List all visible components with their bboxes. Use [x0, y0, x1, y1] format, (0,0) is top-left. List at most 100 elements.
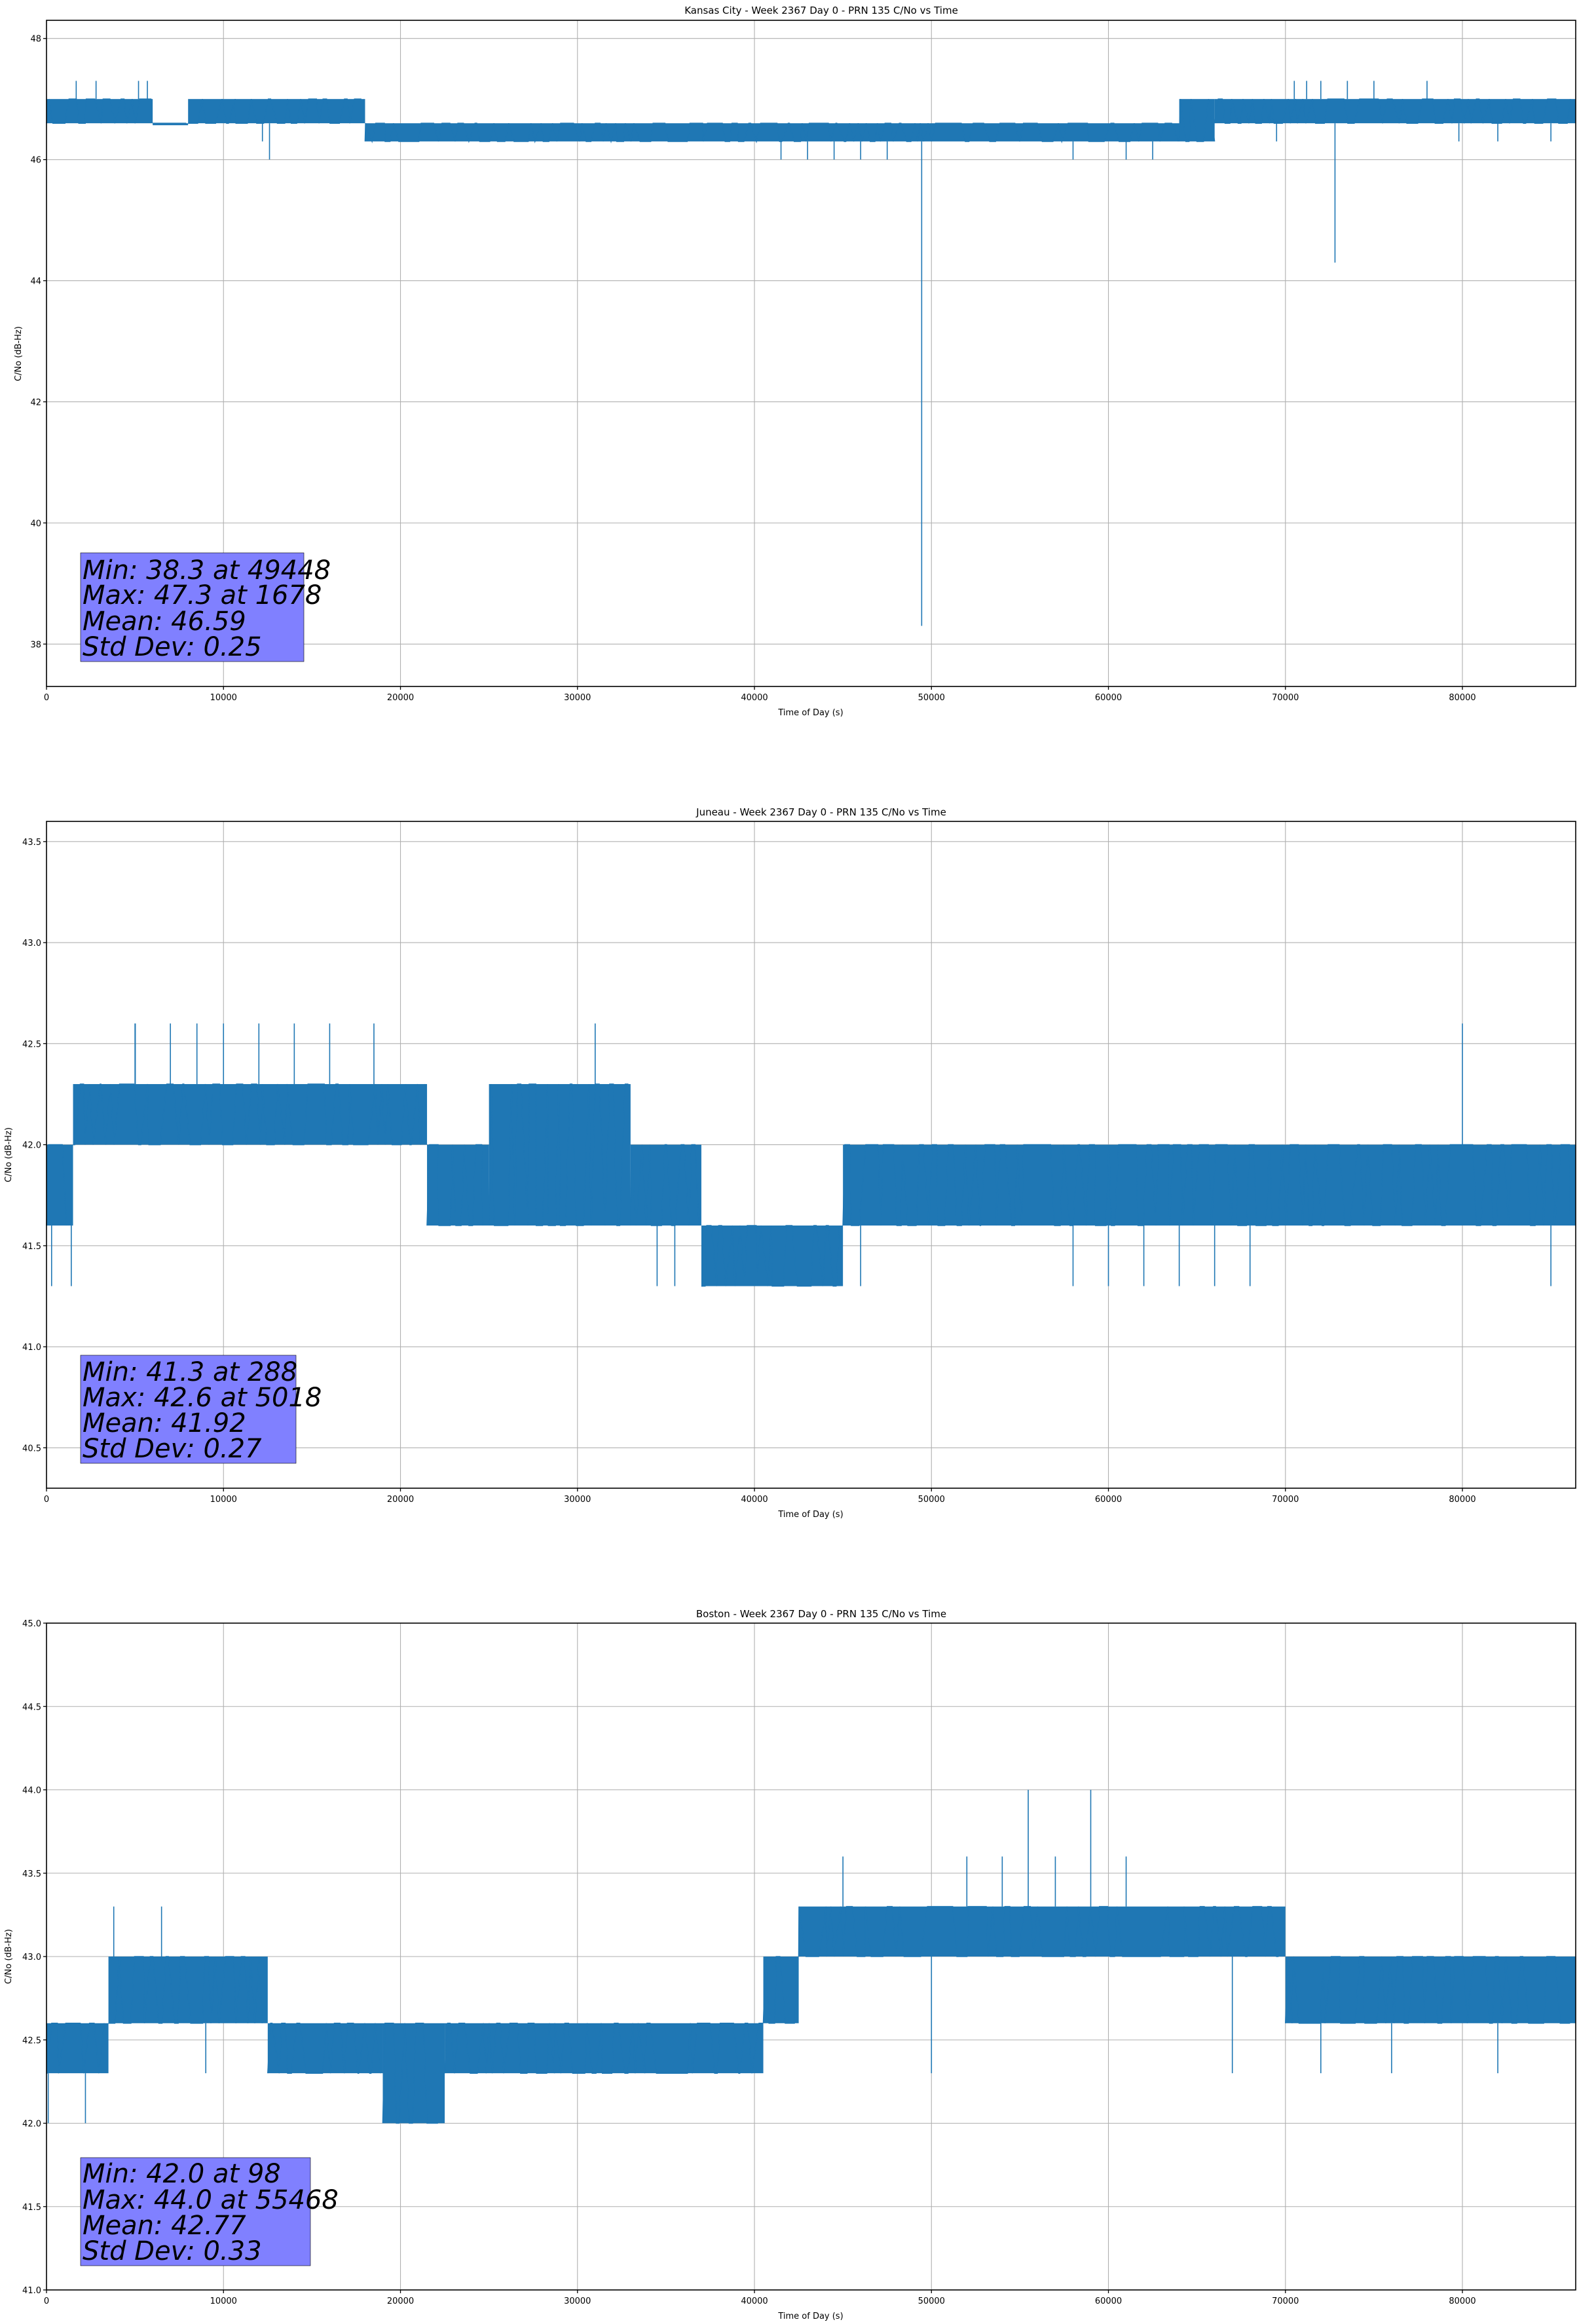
stat-min: Min: 38.3 at 49448	[83, 555, 331, 586]
stat-mean: Mean: 42.77	[83, 2211, 246, 2241]
x-tick-label: 70000	[1272, 693, 1299, 703]
y-axis-label: C/No (dB-Hz)	[14, 326, 24, 381]
data-line-segment	[382, 2023, 438, 2124]
stats-box	[80, 1355, 297, 1464]
x-tick-label: 0	[44, 1495, 49, 1505]
data-line-segment	[426, 1144, 484, 1226]
data-band	[1285, 1957, 1576, 2023]
stat-max: Max: 42.6 at 5018	[83, 1383, 322, 1413]
y-tick-label: 41.5	[22, 1242, 41, 1252]
data-line-segment	[46, 1144, 67, 1226]
data-line-segment	[73, 1083, 426, 1146]
y-tick-label: 44.5	[22, 1702, 41, 1712]
data-line-segment	[108, 1956, 263, 2024]
y-tick-label: 44	[30, 277, 41, 287]
x-tick-label: 0	[44, 2296, 49, 2306]
x-axis-label: Time of Day (s)	[777, 708, 843, 718]
data-band	[427, 1144, 489, 1226]
data-line-segment	[488, 1083, 629, 1226]
chart-title: Juneau - Week 2367 Day 0 - PRN 135 C/No …	[696, 806, 946, 818]
plot-frame	[46, 821, 1576, 1489]
y-tick-label: 42.0	[22, 1141, 41, 1151]
stat-std-dev: Std Dev: 0.25	[83, 632, 262, 662]
x-tick-label: 50000	[918, 693, 945, 703]
data-line-segment	[798, 1905, 1279, 1957]
y-tick-label: 40.5	[22, 1444, 41, 1453]
x-tick-label: 60000	[1095, 693, 1122, 703]
y-tick-label: 46	[30, 156, 41, 166]
y-tick-label: 48	[30, 35, 41, 45]
plot-frame	[46, 20, 1576, 687]
x-tick-label: 80000	[1449, 1495, 1475, 1505]
data-line-segment	[46, 98, 152, 124]
x-tick-label: 80000	[1449, 693, 1475, 703]
x-tick-label: 50000	[918, 1495, 945, 1505]
y-tick-label: 43.0	[22, 1953, 41, 1962]
y-tick-label: 43.0	[22, 939, 41, 948]
x-tick-label: 70000	[1272, 1495, 1299, 1505]
y-tick-label: 42.0	[22, 2120, 41, 2129]
chart-boston: Boston - Week 2367 Day 0 - PRN 135 C/No …	[4, 1608, 1576, 2321]
x-tick-label: 70000	[1272, 2296, 1299, 2306]
y-tick-label: 38	[30, 640, 41, 650]
data-line-segment	[444, 2023, 763, 2074]
y-tick-label: 45.0	[22, 1619, 41, 1629]
stats-box	[80, 552, 305, 662]
x-tick-label: 20000	[387, 1495, 414, 1505]
stat-std-dev: Std Dev: 0.33	[83, 2236, 262, 2266]
data-line-segment	[762, 1956, 796, 2024]
x-axis-label: Time of Day (s)	[777, 1510, 843, 1520]
data-band	[1214, 99, 1576, 124]
data-band	[153, 123, 189, 126]
data-line-segment	[1284, 1956, 1570, 2024]
stat-min: Min: 42.0 at 98	[83, 2159, 281, 2189]
data-band	[108, 1957, 268, 2023]
x-tick-label: 60000	[1095, 1495, 1122, 1505]
chart-kansas-city: Kansas City - Week 2367 Day 0 - PRN 135 …	[14, 5, 1576, 718]
stat-max: Max: 47.3 at 1678	[83, 580, 322, 610]
x-tick-label: 60000	[1095, 2296, 1122, 2306]
stat-max: Max: 44.0 at 55468	[83, 2185, 339, 2215]
x-tick-label: 10000	[210, 1495, 237, 1505]
x-tick-label: 40000	[741, 2296, 768, 2306]
data-line-segment	[267, 2023, 381, 2074]
x-tick-label: 10000	[210, 2296, 237, 2306]
y-tick-label: 42.5	[22, 1040, 41, 1049]
y-tick-label: 40	[30, 519, 41, 529]
stats-box	[80, 2157, 311, 2266]
x-tick-label: 80000	[1449, 2296, 1475, 2306]
y-tick-label: 41.0	[22, 2286, 41, 2296]
data-line-segment	[701, 1225, 840, 1287]
x-tick-label: 30000	[564, 1495, 591, 1505]
data-line-segment	[188, 98, 362, 124]
y-tick-label: 41.5	[22, 2203, 41, 2213]
data-band	[73, 1084, 428, 1145]
y-axis-label: C/No (dB-Hz)	[4, 1127, 14, 1182]
chart-juneau: Juneau - Week 2367 Day 0 - PRN 135 C/No …	[4, 806, 1576, 1520]
stat-mean: Mean: 41.92	[83, 1408, 246, 1438]
x-tick-label: 10000	[210, 693, 237, 703]
stat-std-dev: Std Dev: 0.27	[83, 1434, 262, 1464]
x-tick-label: 30000	[564, 2296, 591, 2306]
x-tick-label: 20000	[387, 693, 414, 703]
data-band	[798, 1906, 1286, 1957]
x-axis-label: Time of Day (s)	[777, 2312, 843, 2321]
data-line-segment	[46, 2023, 105, 2074]
data-line-segment	[1214, 98, 1571, 124]
x-tick-label: 50000	[918, 2296, 945, 2306]
data-band	[46, 1144, 73, 1226]
y-tick-label: 42.5	[22, 2036, 41, 2046]
y-tick-label: 43.5	[22, 838, 41, 848]
stat-min: Min: 41.3 at 288	[83, 1357, 297, 1387]
y-tick-label: 42	[30, 398, 41, 407]
data-line-segment	[842, 1144, 1571, 1226]
x-tick-label: 20000	[387, 2296, 414, 2306]
stat-mean: Mean: 46.59	[83, 607, 246, 637]
data-line-segment	[364, 122, 1179, 144]
x-tick-label: 40000	[741, 1495, 768, 1505]
data-line-segment	[630, 1144, 700, 1226]
y-tick-label: 44.0	[22, 1786, 41, 1796]
data-band	[46, 99, 153, 124]
x-tick-label: 40000	[741, 693, 768, 703]
